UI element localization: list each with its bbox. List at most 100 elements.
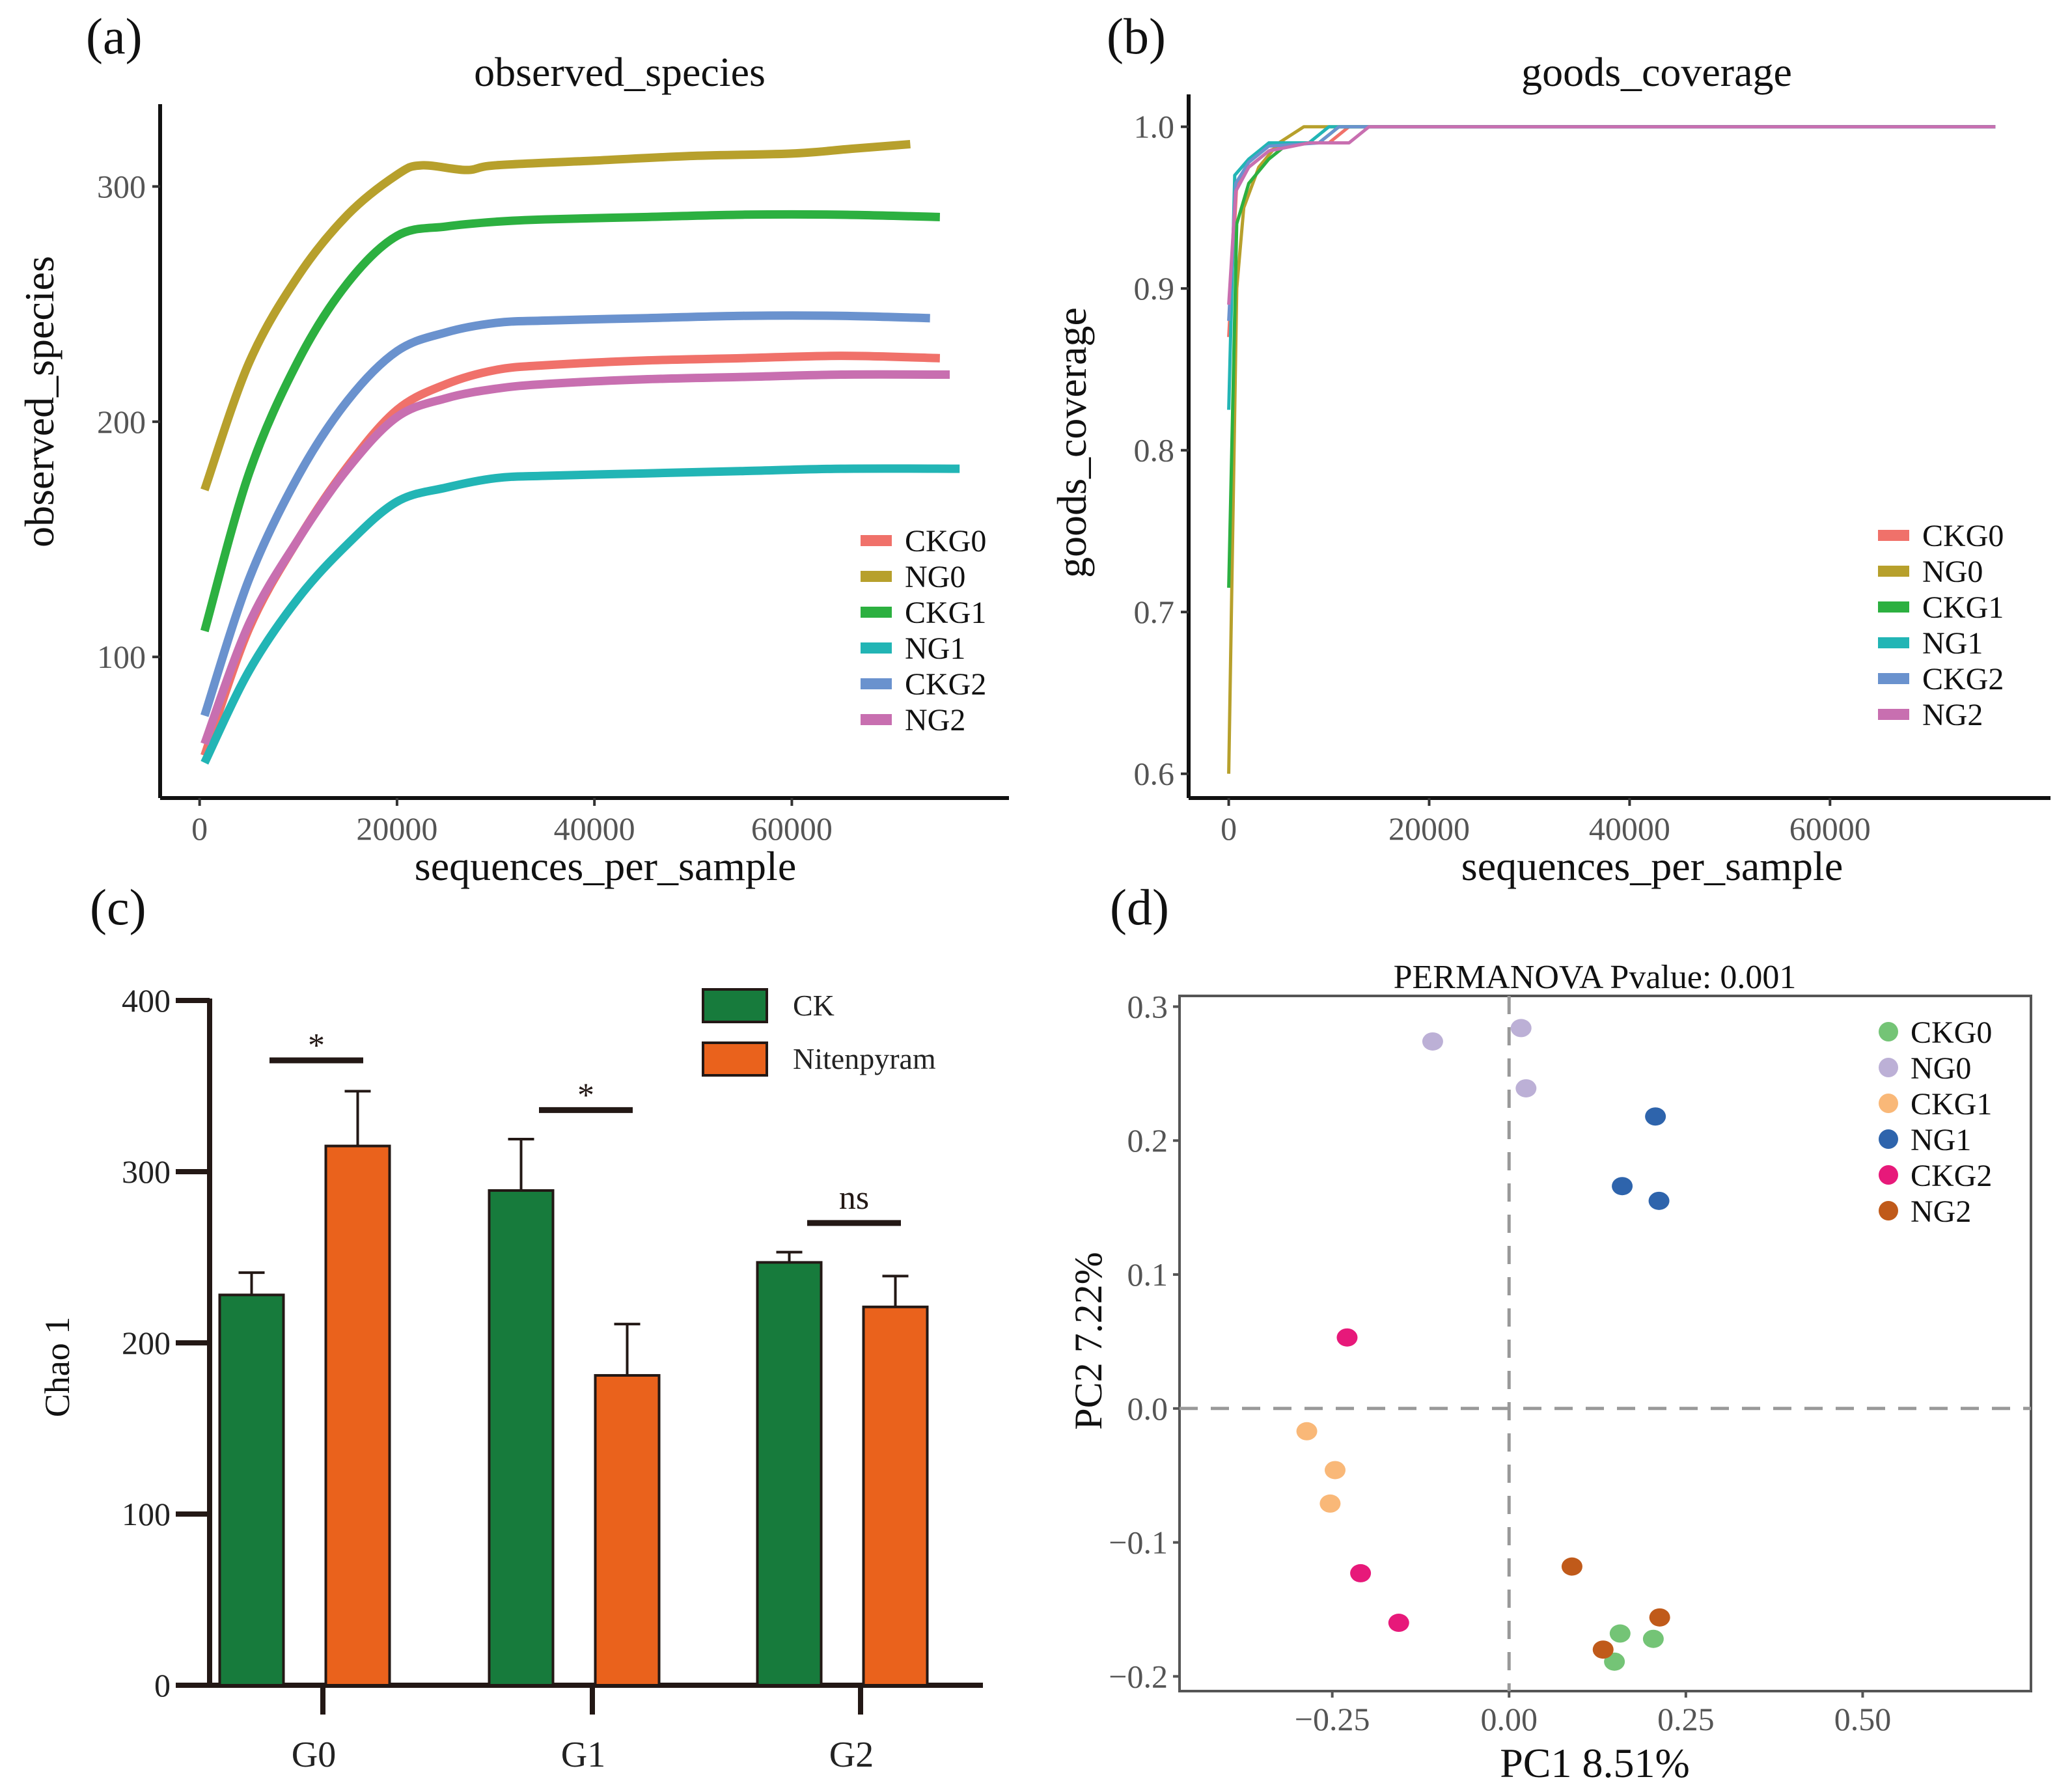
legend-key-ckg1 [1878, 601, 1909, 613]
x-axis-title: sequences_per_sample [1461, 843, 1843, 889]
series-line-ckg2 [1227, 125, 1996, 322]
x-tick-label: 0.00 [1481, 1701, 1538, 1737]
y-tick-label: −0.1 [1109, 1524, 1168, 1561]
legend-key-ng1 [861, 642, 892, 654]
y-axis-title: goods_coverage [1049, 307, 1095, 578]
point-ng1 [1648, 1191, 1670, 1210]
legend-label: NG2 [905, 703, 965, 737]
significance-label: * [577, 1077, 594, 1114]
significance-label: ns [839, 1179, 869, 1217]
legend-key-ck [702, 988, 768, 1023]
point-ckg2 [1350, 1564, 1372, 1582]
legend-key-ng0 [1878, 566, 1909, 577]
legend-label: CKG1 [1911, 1087, 1992, 1122]
x-tick-label: −0.25 [1295, 1701, 1370, 1737]
legend-key-ng1 [1879, 1129, 1898, 1149]
legend-label: NG2 [1922, 698, 1983, 732]
y-tick-label: 100 [97, 639, 146, 675]
series-line-ng2 [200, 370, 950, 746]
point-ckg1 [1325, 1461, 1346, 1480]
point-ng0 [1515, 1079, 1537, 1097]
series-line-ng0 [1227, 125, 1996, 774]
bar-nitenpyram-g1 [594, 1373, 661, 1687]
legend-key-ckg2 [1878, 673, 1909, 684]
panel-label-b: (b) [1107, 8, 1166, 64]
chart-title: observed_species [474, 49, 766, 95]
legend-label: CKG2 [905, 667, 986, 702]
legend-key-ng2 [861, 714, 892, 725]
y-tick-label: 100 [122, 1496, 171, 1532]
legend-key-ckg1 [861, 607, 892, 618]
x-tick-label: G2 [829, 1735, 874, 1775]
series-line-ckg1 [1227, 125, 1996, 588]
y-axis-title: PC2 7.22% [1067, 1252, 1110, 1429]
y-tick-label: 400 [122, 982, 171, 1019]
x-tick-label: 0 [191, 810, 208, 847]
point-ckg0 [1609, 1624, 1631, 1643]
y-tick-label: 200 [122, 1325, 171, 1361]
y-tick-label: 1.0 [1134, 109, 1175, 145]
x-tick-label: 20000 [1388, 810, 1470, 847]
x-tick-label: 40000 [554, 810, 635, 847]
legend-label: NG0 [1911, 1051, 1971, 1086]
x-axis-title: PC1 8.51% [1500, 1740, 1690, 1786]
point-ckg0 [1604, 1652, 1625, 1671]
point-ckg0 [1642, 1629, 1664, 1648]
legend-key-ng0 [861, 571, 892, 582]
panel-b-rarefaction-goods-coverage: goods_coverage sequences_per_sample good… [1049, 49, 2050, 889]
legend-key-ckg0 [1879, 1022, 1898, 1041]
series-line-ckg0 [200, 352, 941, 758]
y-tick-label: 0.3 [1127, 988, 1168, 1025]
legend-key-ckg1 [1879, 1094, 1898, 1113]
panel-a-rarefaction-observed-species: observed_species sequences_per_sample ob… [16, 49, 1009, 889]
y-tick-label: 0.9 [1134, 270, 1175, 307]
point-ng1 [1612, 1177, 1633, 1196]
point-ng0 [1422, 1032, 1443, 1051]
y-tick-label: 0.1 [1127, 1256, 1168, 1293]
point-ckg2 [1336, 1328, 1358, 1347]
legend-label: CKG0 [905, 524, 986, 558]
x-tick-label: 60000 [1789, 810, 1871, 847]
panel-label-d: (d) [1110, 879, 1169, 935]
legend-label: CKG1 [905, 596, 986, 630]
y-tick-label: 300 [122, 1153, 171, 1190]
point-ckg1 [1296, 1422, 1318, 1440]
bar-ck-g0 [218, 1293, 285, 1687]
legend-key-ckg2 [1879, 1165, 1898, 1185]
legend-key-ckg0 [1878, 530, 1909, 541]
x-tick-label: G1 [561, 1735, 605, 1775]
point-ng1 [1645, 1107, 1666, 1126]
series-line-ng1 [200, 464, 960, 765]
point-ng2 [1592, 1640, 1614, 1659]
panel-label-c: (c) [90, 879, 146, 935]
legend-label: CKG1 [1922, 590, 2004, 625]
legend-label: Nitenpyram [793, 1042, 936, 1075]
series-line-ckg1 [200, 210, 941, 633]
bar-ck-g1 [488, 1189, 555, 1687]
x-tick-label: 0 [1221, 810, 1237, 847]
point-ckg2 [1388, 1614, 1409, 1633]
x-tick-label: 40000 [1589, 810, 1670, 847]
bar-nitenpyram-g0 [324, 1144, 391, 1687]
legend-key-nitenpyram [702, 1041, 768, 1077]
legend-key-ng0 [1879, 1058, 1898, 1077]
y-tick-label: 200 [97, 404, 146, 440]
legend-label: CKG2 [1911, 1159, 1992, 1193]
x-tick-label: 60000 [751, 810, 833, 847]
point-ckg1 [1319, 1494, 1341, 1513]
point-ng2 [1561, 1557, 1582, 1576]
legend-key-ng1 [1878, 637, 1909, 648]
legend-label: NG1 [905, 631, 965, 666]
panel-d-pcoa-scatter: PERMANOVA Pvalue: 0.001 PC1 8.51% PC2 7.… [1067, 959, 2032, 1786]
y-tick-label: 0.7 [1134, 594, 1175, 630]
plot-border [1178, 995, 2032, 1692]
y-tick-label: 0.0 [1127, 1390, 1168, 1427]
bar-nitenpyram-g2 [862, 1305, 929, 1687]
x-tick-label: 0.50 [1834, 1701, 1892, 1737]
series-line-ckg2 [200, 311, 930, 717]
legend-label: CKG2 [1922, 662, 2004, 696]
chart-title: PERMANOVA Pvalue: 0.001 [1394, 959, 1797, 996]
legend-key-ckg0 [861, 535, 892, 546]
